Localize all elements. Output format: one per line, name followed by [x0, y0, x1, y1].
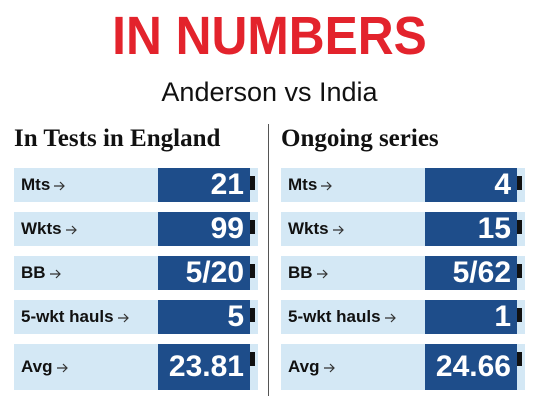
stat-label: BB	[288, 263, 313, 282]
arrow-icon	[384, 313, 396, 322]
stat-label: Wkts	[21, 219, 62, 238]
value-tip	[517, 352, 522, 366]
stat-row: Wkts 15	[281, 212, 525, 246]
arrow-icon	[65, 225, 77, 234]
panel-heading: Ongoing series	[281, 125, 439, 152]
stat-row: Wkts 99	[14, 212, 258, 246]
value-tip	[250, 264, 255, 278]
value-tip	[517, 220, 522, 234]
value-tip	[250, 176, 255, 190]
panel: In Tests in England Mts 21 Wkts 99 BB 5/20 5-wk…	[14, 122, 260, 390]
stat-label-wrap: BB	[21, 256, 62, 290]
stat-value: 5/20	[158, 256, 250, 290]
stat-label-wrap: Mts	[288, 168, 333, 202]
stat-row: Mts 21	[14, 168, 258, 202]
stat-row: Mts 4	[281, 168, 525, 202]
value-tip	[517, 308, 522, 322]
stat-value: 23.81	[158, 344, 250, 390]
stat-value: 1	[425, 300, 517, 334]
stat-label: 5-wkt hauls	[288, 307, 381, 326]
stat-label: Mts	[288, 175, 318, 194]
subtitle: Anderson vs India	[161, 77, 378, 107]
stat-row: 5-wkt hauls 5	[14, 300, 258, 334]
stat-row: BB 5/62	[281, 256, 525, 290]
stat-row: Avg 23.81	[14, 344, 258, 390]
stat-label: Avg	[288, 357, 320, 376]
value-tip	[517, 264, 522, 278]
value-tip	[250, 352, 255, 366]
arrow-icon	[323, 363, 335, 372]
stat-label: Wkts	[288, 219, 329, 238]
stat-label-wrap: Wkts	[21, 212, 78, 246]
stat-value: 5/62	[425, 256, 517, 290]
panel: Ongoing series Mts 4 Wkts 15 BB 5/62 5-wkt haul…	[281, 122, 527, 390]
stat-label-wrap: Mts	[21, 168, 66, 202]
stat-label-wrap: Avg	[288, 344, 336, 390]
panel-heading: In Tests in England	[14, 125, 221, 152]
arrow-icon	[49, 269, 61, 278]
stat-value: 4	[425, 168, 517, 202]
stat-value: 15	[425, 212, 517, 246]
arrow-icon	[56, 363, 68, 372]
stat-row: 5-wkt hauls 1	[281, 300, 525, 334]
value-tip	[517, 176, 522, 190]
value-tip	[250, 308, 255, 322]
divider	[268, 124, 269, 396]
arrow-icon	[117, 313, 129, 322]
stat-label-wrap: 5-wkt hauls	[21, 300, 130, 334]
stat-value: 21	[158, 168, 250, 202]
arrow-icon	[316, 269, 328, 278]
stat-value: 5	[158, 300, 250, 334]
stat-label-wrap: 5-wkt hauls	[288, 300, 397, 334]
arrow-icon	[54, 181, 66, 190]
arrow-icon	[332, 225, 344, 234]
stat-label: Mts	[21, 175, 51, 194]
stat-row: BB 5/20	[14, 256, 258, 290]
stat-label: 5-wkt hauls	[21, 307, 114, 326]
stat-label-wrap: BB	[288, 256, 329, 290]
stat-value: 99	[158, 212, 250, 246]
stat-label-wrap: Wkts	[288, 212, 345, 246]
stat-label-wrap: Avg	[21, 344, 69, 390]
value-tip	[250, 220, 255, 234]
title: IN NUMBERS	[112, 6, 427, 66]
arrow-icon	[321, 181, 333, 190]
stat-row: Avg 24.66	[281, 344, 525, 390]
stat-value: 24.66	[425, 344, 517, 390]
stat-label: Avg	[21, 357, 53, 376]
stat-label: BB	[21, 263, 46, 282]
